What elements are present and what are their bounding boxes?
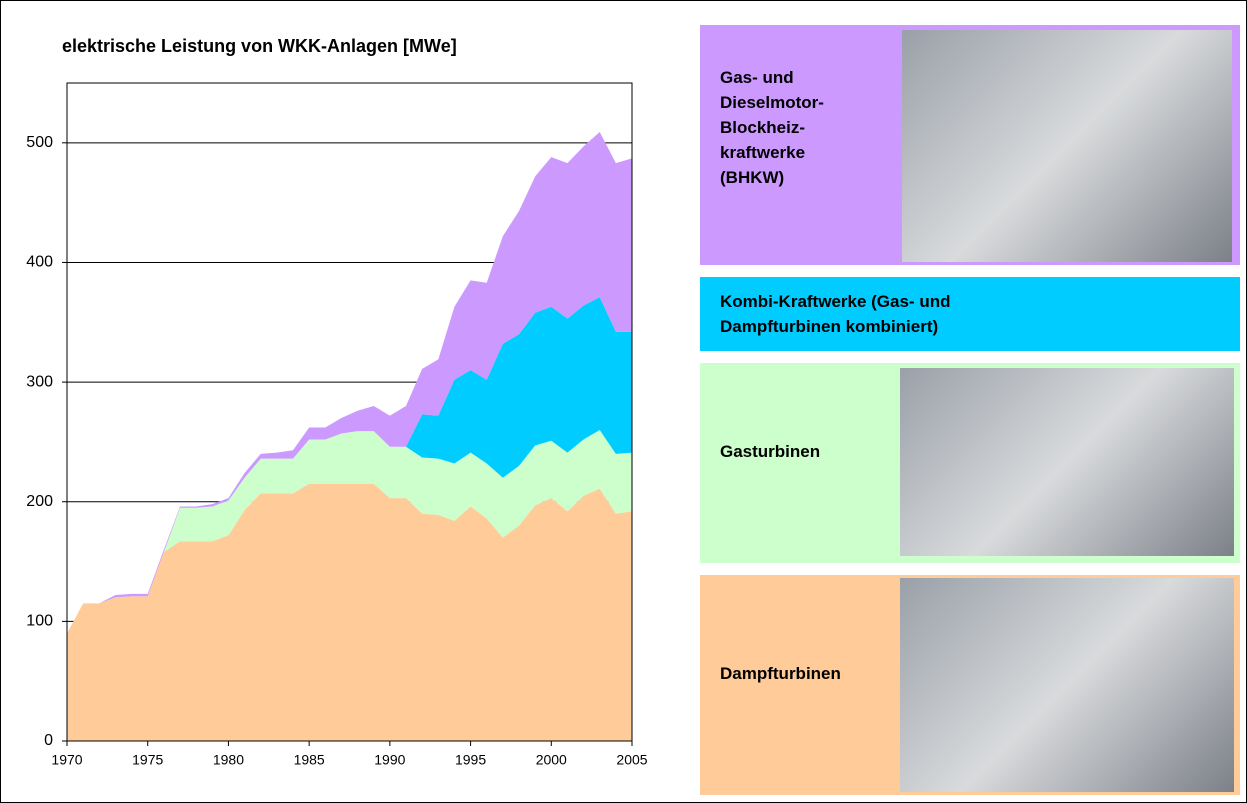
legend-item: Gas- und Dieselmotor-Blockheiz-kraftwerk… (700, 25, 1240, 265)
plot-border (66, 82, 633, 742)
legend-label: Gasturbinen (720, 442, 821, 461)
area (67, 429, 632, 634)
legend-label: Dampfturbinen (720, 664, 841, 683)
legend-item: Kombi-Kraftwerke (Gas- und Dampfturbinen… (700, 277, 1240, 351)
legend-item: Gasturbinen (700, 363, 1240, 563)
area (67, 297, 632, 634)
chart-title: elektrische Leistung von WKK-Anlagen [MW… (62, 36, 457, 56)
y-tick-label: 300 (26, 373, 53, 390)
x-tick-label: 1975 (132, 752, 163, 768)
x-tick-label: 2000 (536, 752, 567, 768)
x-tick-label: 1970 (51, 752, 82, 768)
x-tick-label: 1990 (374, 752, 405, 768)
x-tick-label: 1980 (213, 752, 244, 768)
x-tick-label: 1985 (294, 752, 325, 768)
photo (900, 578, 1234, 792)
photo (902, 30, 1232, 262)
y-tick-label: 200 (26, 493, 53, 510)
area (67, 483, 632, 741)
x-tick-label: 2005 (616, 752, 647, 768)
area (67, 132, 632, 634)
legend-item: Dampfturbinen (700, 575, 1240, 795)
photo (900, 368, 1234, 556)
chart: elektrische Leistung von WKK-Anlagen [MW… (26, 36, 647, 768)
legend-label: Gas- und Dieselmotor-Blockheiz-kraftwerk… (720, 68, 824, 187)
y-tick-label: 500 (26, 134, 53, 151)
x-tick-label: 1995 (455, 752, 486, 768)
y-tick-label: 0 (44, 732, 53, 749)
y-tick-label: 100 (26, 613, 53, 630)
legend-label: Kombi-Kraftwerke (Gas- und Dampfturbinen… (720, 292, 951, 336)
y-tick-label: 400 (26, 254, 53, 271)
